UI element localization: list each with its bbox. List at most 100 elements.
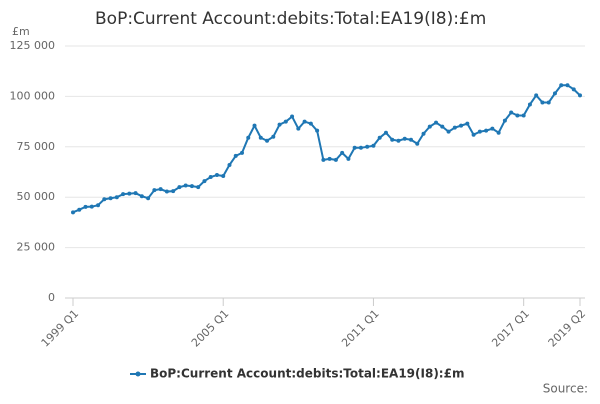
data-point xyxy=(484,128,489,133)
data-point xyxy=(283,119,288,124)
data-point xyxy=(152,188,157,193)
data-point xyxy=(571,87,576,92)
data-point xyxy=(383,130,388,135)
data-point xyxy=(546,100,551,105)
source: Source: xyxy=(543,382,588,396)
data-point xyxy=(227,162,232,167)
data-point xyxy=(540,100,545,105)
data-point xyxy=(290,114,295,119)
x-tick-label: 2005 Q1 xyxy=(189,307,232,350)
data-point xyxy=(559,83,564,88)
legend-marker xyxy=(135,371,141,377)
data-point xyxy=(496,130,501,135)
data-point xyxy=(202,179,207,184)
data-point xyxy=(265,138,270,143)
data-point xyxy=(164,189,169,194)
y-axis-label: £m xyxy=(12,25,30,38)
data-point xyxy=(308,121,313,126)
data-point xyxy=(189,184,194,189)
data-point xyxy=(96,203,101,208)
chart-title: BoP:Current Account:debits:Total:EA19(I8… xyxy=(95,9,486,29)
data-point xyxy=(321,157,326,162)
data-point xyxy=(252,123,257,128)
data-point xyxy=(346,156,351,161)
x-tick-label: 2017 Q1 xyxy=(489,307,532,350)
data-point xyxy=(409,137,413,142)
data-point xyxy=(390,137,395,142)
data-point xyxy=(490,126,495,131)
data-point xyxy=(434,120,439,125)
data-point xyxy=(534,93,539,98)
data-point xyxy=(371,143,376,148)
data-point xyxy=(158,187,163,192)
data-point xyxy=(77,207,82,212)
data-point xyxy=(552,91,557,96)
data-point xyxy=(465,121,470,126)
data-point xyxy=(258,135,263,140)
data-point xyxy=(421,131,426,136)
data-point xyxy=(271,134,276,139)
data-point xyxy=(214,173,219,178)
data-point xyxy=(333,157,338,162)
data-point xyxy=(502,118,507,123)
data-point xyxy=(296,126,301,131)
data-point xyxy=(358,145,363,150)
data-point xyxy=(471,132,476,137)
data-point xyxy=(102,197,107,202)
data-point xyxy=(83,204,88,209)
data-point xyxy=(415,141,420,146)
data-point xyxy=(459,123,464,128)
data-point xyxy=(240,150,244,155)
data-point xyxy=(452,125,457,130)
data-point xyxy=(515,113,520,118)
y-tick-label: 50 000 xyxy=(17,190,56,203)
y-tick-label: 0 xyxy=(48,291,55,304)
data-point xyxy=(446,129,451,134)
series-line xyxy=(72,84,581,214)
data-point xyxy=(302,119,307,124)
data-point xyxy=(127,191,132,196)
data-point xyxy=(527,102,532,107)
data-point xyxy=(196,185,201,190)
data-point xyxy=(71,210,75,215)
data-point xyxy=(565,83,570,88)
data-point xyxy=(327,156,332,161)
data-point xyxy=(578,93,582,98)
data-point xyxy=(183,183,188,188)
data-point xyxy=(171,189,176,194)
data-point xyxy=(114,195,119,200)
data-point xyxy=(477,129,482,134)
y-tick-label: 100 000 xyxy=(10,89,56,102)
y-tick-label: 25 000 xyxy=(17,241,56,254)
data-point xyxy=(365,144,370,149)
x-tick-label: 1999 Q1 xyxy=(39,307,82,350)
data-point xyxy=(177,185,182,190)
x-tick-label: 2011 Q1 xyxy=(339,307,382,350)
data-point xyxy=(146,196,151,201)
data-point xyxy=(139,194,144,199)
data-point xyxy=(440,124,445,129)
data-point xyxy=(521,113,526,118)
y-tick-label: 125 000 xyxy=(10,39,56,52)
data-point xyxy=(315,128,320,133)
data-point xyxy=(233,153,238,158)
legend-label: BoP:Current Account:debits:Total:EA19(I8… xyxy=(150,367,464,381)
data-point xyxy=(246,135,251,140)
data-point xyxy=(89,204,94,209)
data-point xyxy=(208,175,213,180)
data-point xyxy=(277,122,282,127)
data-point xyxy=(402,136,407,141)
data-point xyxy=(396,138,401,143)
data-point xyxy=(427,124,432,129)
data-point xyxy=(377,135,382,140)
data-point xyxy=(352,145,357,150)
data-point xyxy=(340,150,345,155)
data-point xyxy=(108,196,113,201)
data-point xyxy=(509,110,514,115)
data-point xyxy=(133,191,138,196)
x-tick-label: 2019 Q2 xyxy=(546,307,589,350)
y-tick-label: 75 000 xyxy=(17,140,56,153)
data-point xyxy=(121,192,126,197)
data-point xyxy=(221,174,226,179)
